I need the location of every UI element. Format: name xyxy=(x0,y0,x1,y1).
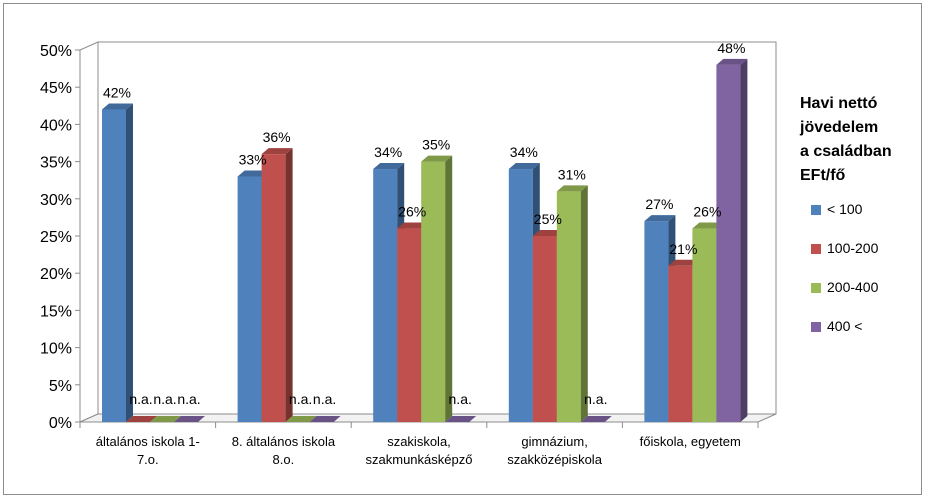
bar xyxy=(668,265,693,422)
data-label: 42% xyxy=(103,85,131,101)
bar-top xyxy=(150,416,181,422)
bar-top xyxy=(261,148,293,155)
legend-swatch xyxy=(811,244,821,254)
y-tick-label: 35% xyxy=(40,155,72,172)
chart-frame xyxy=(3,3,922,495)
data-label: 34% xyxy=(374,144,402,160)
data-label: 27% xyxy=(645,196,673,212)
bar-top xyxy=(421,155,453,162)
bar xyxy=(397,228,422,422)
bar xyxy=(261,154,286,422)
bar-top xyxy=(692,222,724,229)
bar-side xyxy=(740,58,748,422)
bar-top xyxy=(668,259,700,266)
bar-top xyxy=(285,416,317,422)
x-tick-label: 8.o. xyxy=(273,452,295,467)
side-wall xyxy=(79,41,99,423)
bar xyxy=(421,161,446,422)
data-label: 34% xyxy=(510,144,538,160)
data-label: 48% xyxy=(717,40,745,56)
bar-side xyxy=(126,103,133,423)
bar-top xyxy=(174,416,205,422)
data-label: 26% xyxy=(398,204,426,220)
bar-top xyxy=(397,222,429,229)
data-label: 36% xyxy=(263,129,291,145)
bars xyxy=(102,58,748,423)
bar-top xyxy=(102,103,133,110)
bar xyxy=(556,191,581,422)
x-tick-label: 7.o. xyxy=(137,452,159,467)
legend-swatch xyxy=(811,205,821,215)
x-tick-label: szakmunkásképző xyxy=(366,452,473,467)
y-tick-label: 25% xyxy=(40,229,72,246)
bar xyxy=(373,169,398,422)
legend-entry: < 100 xyxy=(827,201,863,217)
bar-top xyxy=(532,230,564,236)
data-label: n.a. xyxy=(153,391,176,407)
data-label: 21% xyxy=(669,241,697,257)
bar-side xyxy=(445,155,453,422)
bar-top xyxy=(556,185,588,192)
data-label: 25% xyxy=(534,211,562,227)
y-tick-label: 30% xyxy=(40,192,72,209)
bar-top xyxy=(644,215,676,222)
bar-top xyxy=(373,163,405,170)
bar xyxy=(716,64,741,422)
bar xyxy=(237,176,262,422)
y-tick-label: 45% xyxy=(40,80,72,97)
data-label: 31% xyxy=(558,166,586,182)
data-label: n.a. xyxy=(289,391,312,407)
x-tick-label: szakiskola, xyxy=(387,434,451,449)
bar-top xyxy=(716,58,748,65)
data-label: 33% xyxy=(239,151,267,167)
legend-swatch xyxy=(811,322,821,332)
x-tick-label: 8. általános iskola xyxy=(232,434,336,449)
legend-entry: 100-200 xyxy=(827,240,879,256)
bar-side xyxy=(285,148,293,422)
x-tick-label: általános iskola 1- xyxy=(96,434,200,449)
legend-entry: 200-400 xyxy=(827,279,879,295)
bar-top xyxy=(237,170,269,177)
y-tick-label: 20% xyxy=(40,266,72,283)
legend-title: jövedelem xyxy=(799,119,878,136)
bar-top xyxy=(508,163,540,170)
y-tick-label: 5% xyxy=(49,378,72,395)
y-tick-label: 0% xyxy=(49,415,72,432)
axes: 0% 5% 10% 15% 20% 25% 30% 35% 40% 45% 50% általános… xyxy=(40,43,759,467)
legend-entry: 400 < xyxy=(827,318,862,334)
bar-top xyxy=(445,416,477,422)
y-tick-label: 10% xyxy=(40,341,72,358)
y-tick-label: 40% xyxy=(40,117,72,134)
bar xyxy=(532,236,557,422)
legend-title: Havi nettó xyxy=(800,95,878,112)
data-label: n.a. xyxy=(584,391,607,407)
legend-swatch xyxy=(811,283,821,293)
legend-title: EFt/fő xyxy=(800,167,846,184)
legend-title: a családban xyxy=(800,143,892,160)
bar xyxy=(644,221,669,422)
x-tick-label: gimnázium, xyxy=(521,434,587,449)
x-tick-label: főiskola, egyetem xyxy=(640,434,741,449)
data-label: 35% xyxy=(422,137,450,153)
data-label: 26% xyxy=(693,204,721,220)
bar-top xyxy=(580,416,612,422)
data-labels: 42%n.a. n.a. n.a.33%36%n.a. n.a.34%26%35%n.… xyxy=(103,40,745,407)
data-label: n.a. xyxy=(449,391,472,407)
data-label: n.a. xyxy=(313,391,336,407)
x-tick-label: szakközépiskola xyxy=(507,452,602,467)
data-label: n.a. xyxy=(177,391,200,407)
bar-side xyxy=(580,185,588,422)
y-tick-label: 50% xyxy=(40,43,72,60)
bar xyxy=(508,169,533,422)
y-tick-label: 15% xyxy=(40,303,72,320)
bar-top xyxy=(126,416,157,422)
legend: Havi nettó jövedelem a családban EFt/fő < 10… xyxy=(799,95,892,334)
bar xyxy=(692,228,717,422)
bar xyxy=(102,109,126,423)
data-label: n.a. xyxy=(129,391,152,407)
bar-top xyxy=(309,416,341,422)
